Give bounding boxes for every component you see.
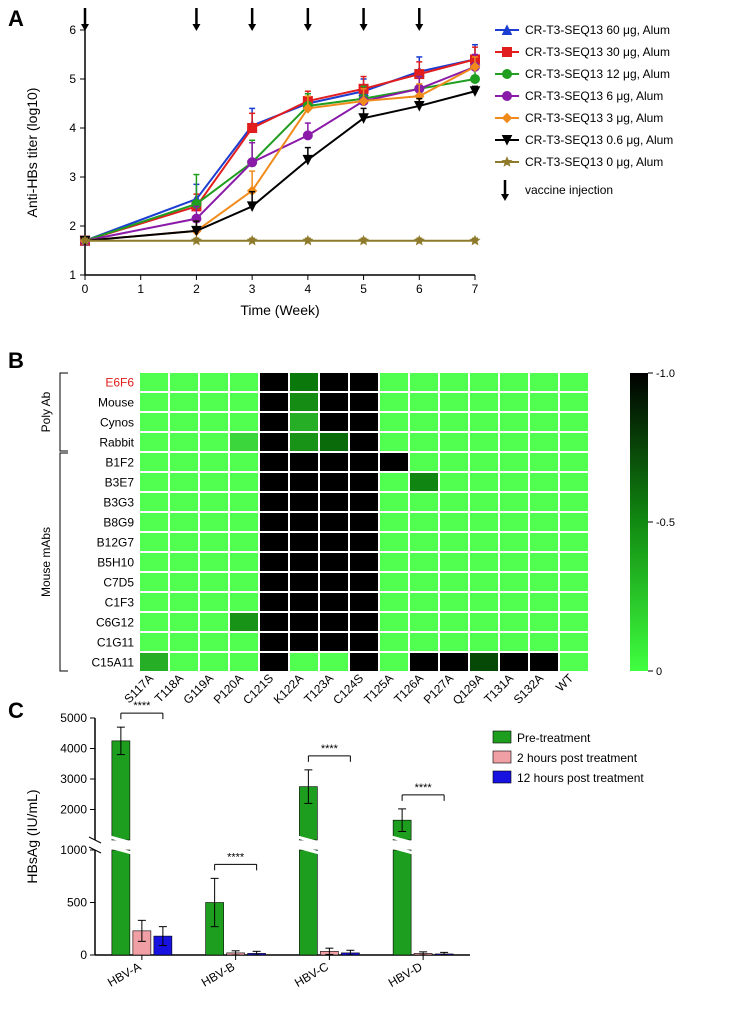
svg-text:CR-T3-SEQ13 0 μg, Alum: CR-T3-SEQ13 0 μg, Alum [525, 155, 663, 169]
svg-text:2 hours post treatment: 2 hours post treatment [517, 751, 638, 765]
svg-text:C1G11: C1G11 [97, 636, 134, 650]
svg-text:HBV-C: HBV-C [292, 959, 331, 990]
svg-text:CR-T3-SEQ13 6 μg, Alum: CR-T3-SEQ13 6 μg, Alum [525, 89, 663, 103]
svg-text:CR-T3-SEQ13 30 μg, Alum: CR-T3-SEQ13 30 μg, Alum [525, 45, 670, 59]
svg-text:vaccine injection: vaccine injection [525, 183, 613, 197]
svg-text:5: 5 [69, 72, 76, 86]
svg-text:6: 6 [416, 282, 423, 296]
svg-text:4: 4 [69, 121, 76, 135]
svg-text:3: 3 [69, 170, 76, 184]
chart-b: E6F6 Mouse Cynos Rabbit B1F2 B3E7 B3G3 B8G9 B12G… [0, 345, 733, 705]
svg-text:HBsAg (IU/mL): HBsAg (IU/mL) [24, 789, 40, 883]
svg-text:C7D5: C7D5 [103, 576, 134, 590]
svg-text:Pre-treatment: Pre-treatment [517, 731, 591, 745]
svg-text:Mouse mAbs: Mouse mAbs [39, 527, 53, 597]
svg-text:CR-T3-SEQ13 60 μg, Alum: CR-T3-SEQ13 60 μg, Alum [525, 23, 670, 37]
svg-text:WT: WT [553, 671, 577, 695]
svg-text:0: 0 [80, 948, 87, 962]
svg-text:6: 6 [69, 23, 76, 37]
svg-text:Mouse: Mouse [98, 396, 134, 410]
svg-text:B12G7: B12G7 [97, 536, 135, 550]
chart-a: 01234567123456Time (Week)Anti-HBs titer … [0, 0, 733, 340]
svg-text:12 hours post treatment: 12 hours post treatment [517, 771, 644, 785]
svg-text:****: **** [133, 700, 151, 712]
svg-text:500: 500 [67, 896, 87, 910]
svg-text:7: 7 [472, 282, 479, 296]
svg-text:2: 2 [193, 282, 200, 296]
svg-text:CR-T3-SEQ13 0.6 μg, Alum: CR-T3-SEQ13 0.6 μg, Alum [525, 133, 673, 147]
svg-text:4: 4 [305, 282, 312, 296]
svg-text:0: 0 [82, 282, 89, 296]
svg-text:Time (Week): Time (Week) [240, 302, 319, 318]
svg-text:1: 1 [137, 282, 144, 296]
svg-text:5: 5 [360, 282, 367, 296]
svg-text:HBV-D: HBV-D [386, 959, 425, 990]
svg-text:B8G9: B8G9 [103, 516, 134, 530]
svg-text:B5H10: B5H10 [97, 556, 134, 570]
svg-text:Cynos: Cynos [100, 416, 134, 430]
svg-text:3: 3 [249, 282, 256, 296]
svg-text:C6G12: C6G12 [96, 616, 134, 630]
svg-text:Poly Ab: Poly Ab [39, 391, 53, 432]
svg-text:HBV-A: HBV-A [105, 959, 143, 989]
svg-text:2000: 2000 [60, 803, 87, 817]
svg-text:****: **** [415, 782, 433, 794]
svg-text:3000: 3000 [60, 772, 87, 786]
chart-c: 0 500 1000 2000 3000 4000 5000 HBsAg (IU/mL) HBV… [0, 700, 733, 1020]
svg-text:HBV-B: HBV-B [199, 959, 237, 989]
svg-text:0: 0 [656, 666, 662, 678]
svg-text:****: **** [227, 851, 245, 863]
svg-text:5000: 5000 [60, 711, 87, 725]
svg-text:4000: 4000 [60, 742, 87, 756]
svg-text:1000: 1000 [60, 843, 87, 857]
svg-text:CR-T3-SEQ13 12 μg, Alum: CR-T3-SEQ13 12 μg, Alum [525, 67, 670, 81]
svg-text:CR-T3-SEQ13 3 μg, Alum: CR-T3-SEQ13 3 μg, Alum [525, 111, 663, 125]
svg-text:****: **** [321, 743, 339, 755]
svg-text:C15A11: C15A11 [92, 656, 135, 670]
svg-text:E6F6: E6F6 [105, 376, 134, 390]
svg-text:1: 1 [69, 268, 76, 282]
svg-text:C1F3: C1F3 [105, 596, 135, 610]
svg-text:B3G3: B3G3 [103, 496, 134, 510]
svg-text:B3E7: B3E7 [105, 476, 135, 490]
svg-text:2: 2 [69, 219, 76, 233]
svg-text:-1.0: -1.0 [656, 368, 675, 380]
svg-text:Rabbit: Rabbit [99, 436, 134, 450]
svg-text:-0.5: -0.5 [656, 517, 675, 529]
svg-text:B1F2: B1F2 [105, 456, 134, 470]
svg-text:Anti-HBs titer (log10): Anti-HBs titer (log10) [24, 88, 40, 218]
